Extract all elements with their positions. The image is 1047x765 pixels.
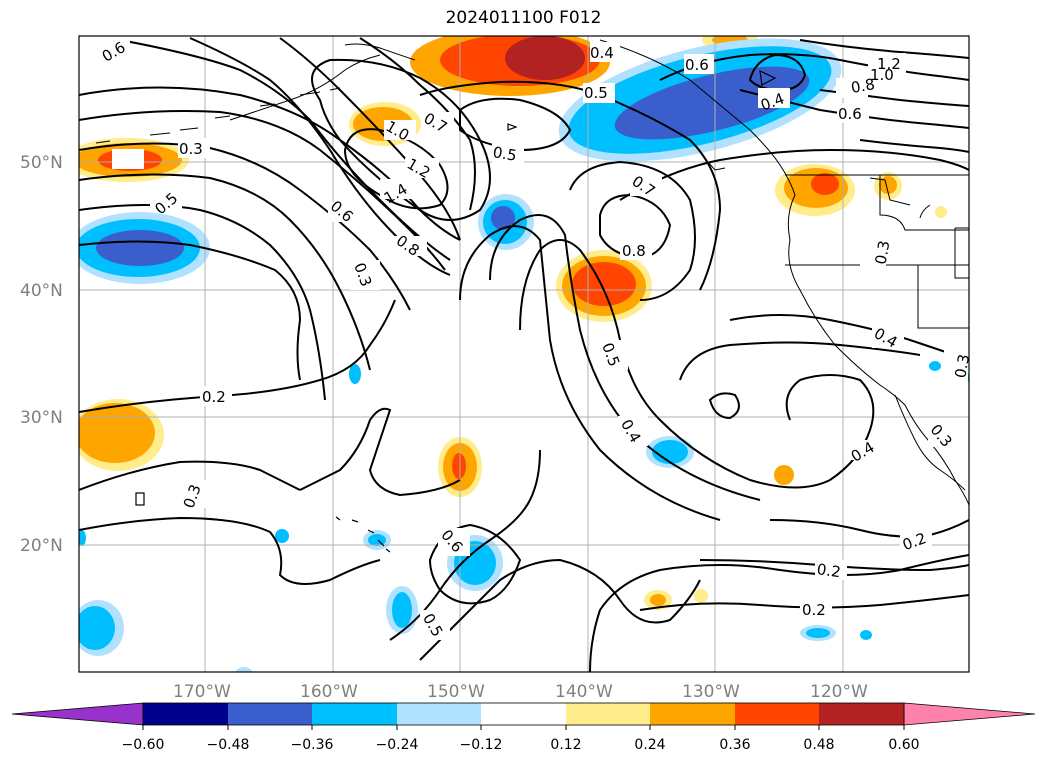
contour-label: 0.2	[202, 388, 226, 406]
lon-label: 130°W	[682, 682, 740, 702]
lon-label: 150°W	[427, 682, 485, 702]
contour-label: 0.6	[685, 56, 709, 74]
colorbar-segment	[566, 703, 650, 725]
lat-label: 20°N	[20, 536, 63, 556]
lat-label: 30°N	[20, 408, 63, 428]
colorbar-tick-label: 0.24	[634, 737, 665, 753]
colorbar-extend-right	[903, 702, 1036, 726]
map-title: 2024011100 F012	[445, 8, 602, 28]
colorbar-frame	[142, 702, 905, 726]
colorbar-segment	[143, 703, 228, 725]
colorbar-segment	[312, 703, 397, 725]
contour-label: 0.8	[850, 75, 877, 97]
lon-label: 170°W	[173, 682, 231, 702]
longitude-labels: 170°W 160°W 150°W 140°W 130°W 120°W	[173, 682, 868, 702]
contour-label: 0.3	[951, 353, 973, 380]
contour-label: 0.5	[491, 143, 518, 165]
contour-label: 0.2	[816, 560, 842, 581]
colorbar-tick-label: −0.60	[122, 737, 165, 753]
contour-label: 0.2	[802, 601, 826, 619]
map-frame	[78, 35, 970, 673]
colorbar-segment	[228, 703, 312, 725]
colorbar-segment	[650, 703, 735, 725]
lat-label: 40°N	[20, 281, 63, 301]
contour-label-backgrounds	[100, 36, 968, 640]
colorbar-segment	[481, 703, 566, 725]
lon-label: 120°W	[810, 682, 868, 702]
contour-label: 0.3	[872, 239, 894, 266]
contour-label: 1.2	[877, 55, 901, 73]
colorbar-tick-label: 0.48	[803, 737, 834, 753]
colorbar-tick-label: 0.36	[719, 737, 750, 753]
colorbar-segment	[397, 703, 481, 725]
latitude-labels: 50°N 40°N 30°N 20°N	[20, 153, 63, 556]
lon-label: 140°W	[555, 682, 613, 702]
colorbar-segment	[735, 703, 819, 725]
contour-label: 0.3	[179, 140, 203, 158]
colorbar-segment	[819, 703, 904, 725]
contour-label: 1.0	[870, 66, 894, 84]
contour-label: 0.6	[838, 105, 862, 123]
contour-lines	[79, 37, 969, 672]
colorbar-ticks	[142, 725, 905, 730]
colorbar-tick-label: 0.12	[550, 737, 581, 753]
coastlines	[95, 39, 969, 506]
colorbar-extend-left	[11, 702, 144, 726]
islands	[135, 69, 777, 553]
lat-label: 50°N	[20, 153, 63, 173]
colorbar-tick-label: −0.36	[291, 737, 334, 753]
colorbar-tick-label: −0.12	[460, 737, 503, 753]
colorbar-tick-label: 0.60	[888, 737, 919, 753]
contour-label: 0.8	[622, 242, 646, 260]
colorbar-tick-label: −0.48	[207, 737, 250, 753]
contour-label: 0.5	[584, 84, 608, 102]
colorbar: −0.60 −0.48 −0.36 −0.24 −0.12 0.12 0.24 …	[11, 702, 1036, 753]
colorbar-tick-labels: −0.60 −0.48 −0.36 −0.24 −0.12 0.12 0.24 …	[122, 737, 920, 753]
contour-label: 0.4	[590, 44, 614, 62]
map-area: 0.6 0.4 0.6 1.2 1.0 0.8 0.5 0.6 0.4 0.3 …	[79, 36, 973, 672]
lon-label: 160°W	[300, 682, 358, 702]
colorbar-tick-label: −0.24	[376, 737, 419, 753]
